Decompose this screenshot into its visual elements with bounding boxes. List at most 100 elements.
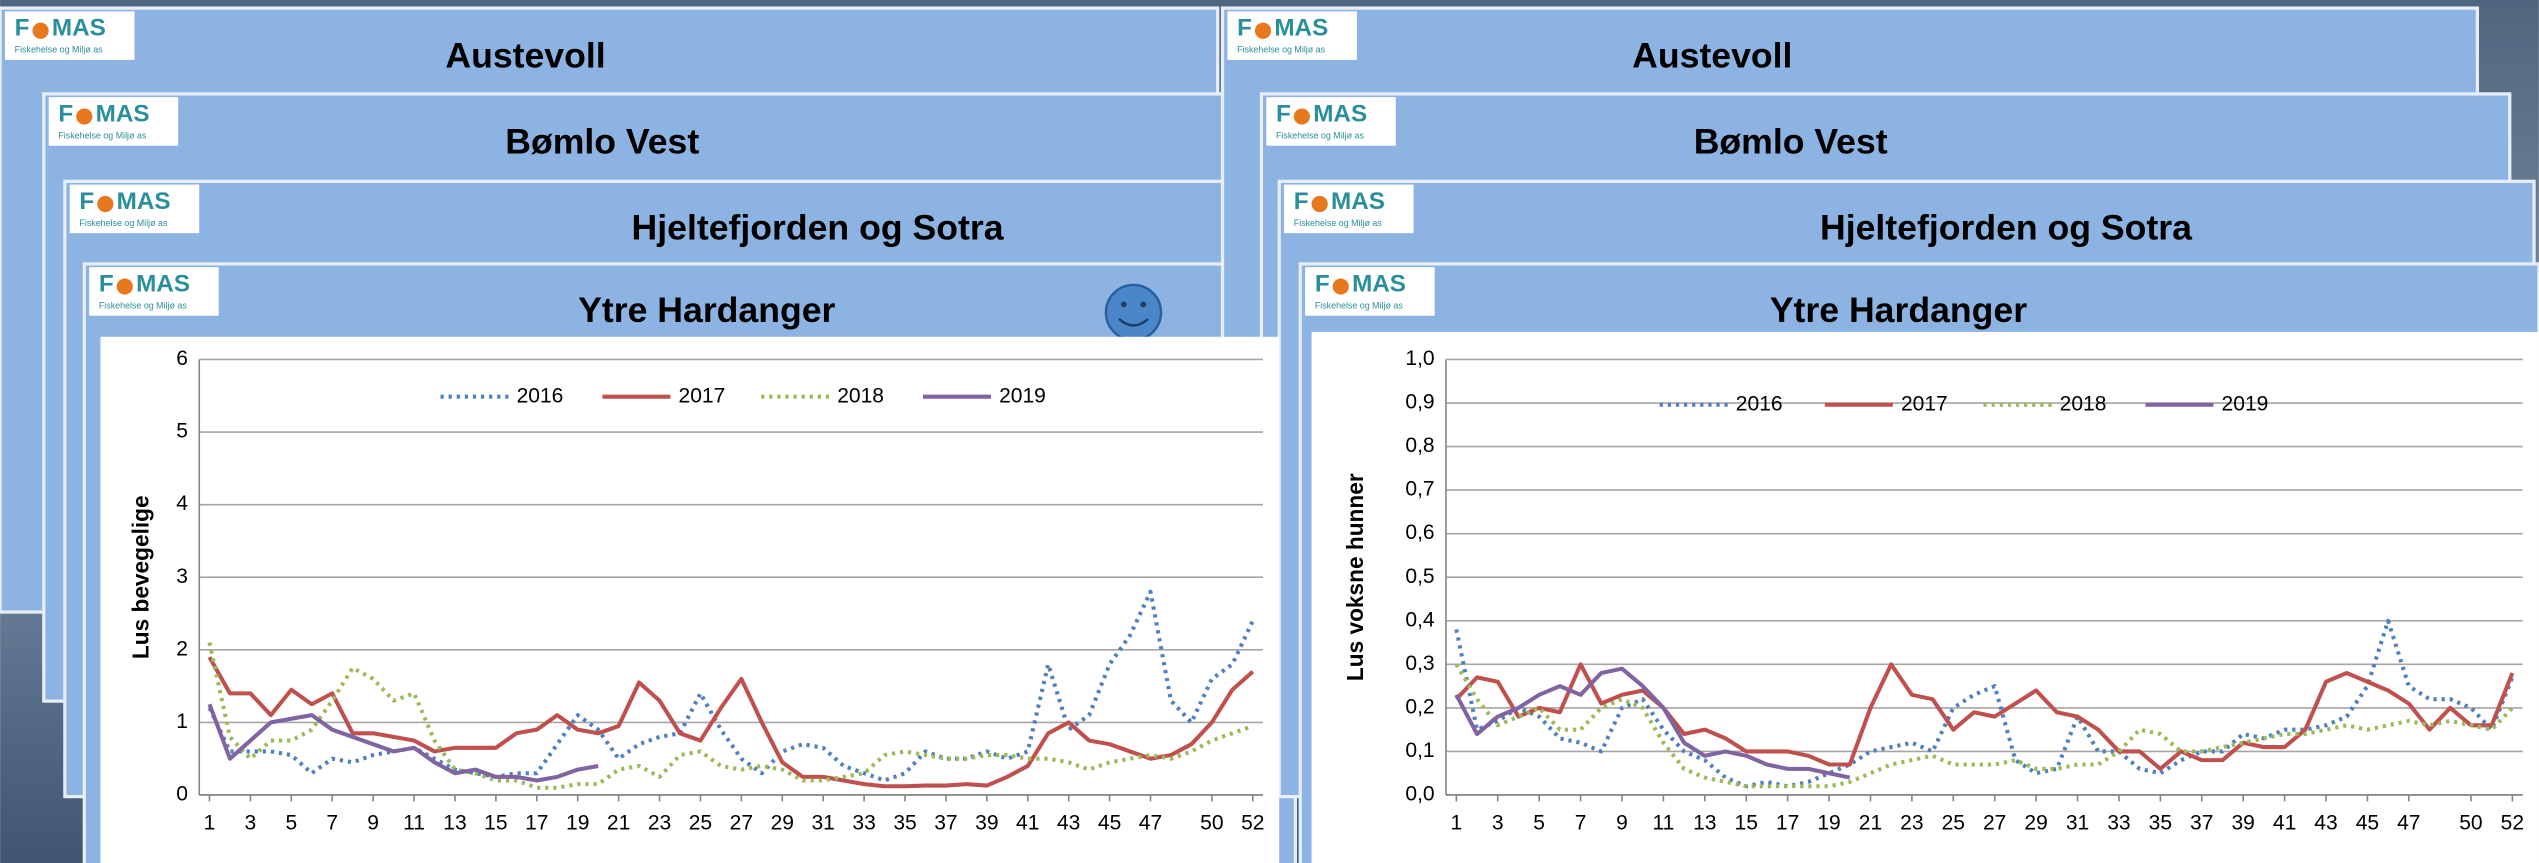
logo-text: MAS — [52, 15, 106, 42]
chart-area — [1311, 331, 2539, 863]
y-axis-label: Lus bevegelige — [128, 495, 154, 659]
logo-text: F — [1294, 188, 1309, 215]
y-tick-label: 0,6 — [1405, 521, 1434, 544]
x-tick-label: 13 — [443, 812, 466, 835]
x-tick-label: 29 — [771, 812, 794, 835]
x-tick-label: 52 — [1241, 812, 1264, 835]
x-tick-label: 21 — [1859, 812, 1882, 835]
y-tick-label: 0,1 — [1405, 739, 1434, 762]
x-tick-label: 35 — [2149, 812, 2172, 835]
card-title: Hjeltefjorden og Sotra — [632, 207, 1005, 247]
card-title: Ytre Hardanger — [1770, 290, 2027, 330]
logo-text: F — [58, 100, 73, 127]
logo-tagline: Fiskehelse og Miljø as — [1276, 130, 1365, 140]
series-line — [207, 656, 1255, 789]
logo-box — [48, 97, 179, 146]
x-tick-label: 3 — [1492, 812, 1504, 835]
x-tick-label: 50 — [1200, 812, 1223, 835]
x-tick-label: 7 — [1575, 812, 1587, 835]
series-line — [207, 642, 1254, 790]
legend-label: 2018 — [2060, 392, 2107, 415]
legend-label: 2017 — [679, 384, 726, 407]
y-tick-label: 3 — [176, 565, 188, 588]
x-tick-label: 3 — [245, 812, 257, 835]
x-tick-label: 5 — [285, 812, 297, 835]
logo-tagline: Fiskehelse og Miljø as — [15, 45, 104, 55]
x-tick-label: 33 — [852, 812, 875, 835]
logo-text: F — [1276, 100, 1291, 127]
x-tick-label: 23 — [648, 812, 671, 835]
series-line — [1454, 662, 2515, 771]
x-tick-label: 25 — [1942, 812, 1965, 835]
card-title: Ytre Hardanger — [578, 290, 835, 330]
x-tick-label: 11 — [403, 812, 425, 835]
y-tick-label: 4 — [176, 492, 188, 515]
x-tick-label: 41 — [2273, 812, 2296, 835]
logo-tagline: Fiskehelse og Miljø as — [99, 300, 188, 310]
x-tick-label: 37 — [2190, 812, 2213, 835]
x-tick-label: 31 — [2066, 812, 2089, 835]
x-tick-label: 31 — [811, 812, 834, 835]
y-tick-label: 1,0 — [1405, 347, 1434, 370]
x-tick-label: 33 — [2107, 812, 2130, 835]
series-line — [207, 703, 599, 783]
x-tick-label: 37 — [934, 812, 957, 835]
x-tick-label: 15 — [484, 812, 507, 835]
card-title: Hjeltefjorden og Sotra — [1820, 207, 2193, 247]
y-axis-label: Lus voksne hunner — [1342, 473, 1368, 681]
logo-dot — [97, 195, 114, 213]
x-tick-label: 45 — [1098, 812, 1121, 835]
logo-text: F — [1237, 15, 1252, 42]
legend-label: 2019 — [999, 384, 1046, 407]
x-tick-label: 43 — [1057, 812, 1080, 835]
x-tick-label: 5 — [1533, 812, 1545, 835]
smiley — [1104, 283, 1163, 342]
card-title: Bømlo Vest — [505, 122, 699, 162]
logo-tagline: Fiskehelse og Miljø as — [1294, 218, 1383, 228]
x-tick-label: 19 — [566, 812, 589, 835]
x-tick-label: 29 — [2024, 812, 2047, 835]
logo-box — [1284, 184, 1414, 234]
card-title: Austevoll — [445, 36, 605, 76]
chart-area — [100, 336, 1280, 863]
logo-text: MAS — [1352, 270, 1406, 297]
logo-tagline: Fiskehelse og Miljø as — [79, 218, 168, 228]
y-tick-label: 1 — [176, 710, 188, 733]
logo-box — [1305, 267, 1435, 316]
y-tick-label: 6 — [176, 347, 188, 370]
y-tick-label: 0,7 — [1405, 478, 1434, 501]
logo-text: F — [15, 15, 30, 42]
y-tick-label: 0,8 — [1405, 434, 1434, 457]
x-tick-label: 39 — [975, 812, 998, 835]
logo-box — [89, 267, 219, 316]
x-tick-label: 19 — [1817, 812, 1840, 835]
logo-box — [69, 184, 200, 234]
logo-text: F — [99, 270, 114, 297]
x-tick-label: 11 — [1652, 812, 1674, 835]
x-tick-label: 17 — [1776, 812, 1799, 835]
y-tick-label: 0,5 — [1405, 565, 1434, 588]
logo-text: F — [1315, 270, 1330, 297]
logo-text: MAS — [1313, 100, 1367, 127]
x-tick-label: 9 — [367, 812, 379, 835]
legend-label: 2016 — [517, 384, 564, 407]
smiley-eye — [1140, 301, 1147, 308]
x-tick-label: 47 — [1139, 812, 1162, 835]
x-tick-label: 39 — [2231, 812, 2254, 835]
x-tick-label: 1 — [1450, 812, 1462, 835]
x-tick-label: 13 — [1693, 812, 1716, 835]
logo-dot — [1254, 22, 1272, 39]
logo-dot — [116, 278, 133, 295]
logo-text: MAS — [96, 100, 150, 127]
logo-dot — [1293, 108, 1310, 125]
legend-label: 2019 — [2222, 392, 2269, 415]
series-line — [1454, 663, 2514, 789]
x-tick-label: 47 — [2397, 812, 2420, 835]
logo-tagline: Fiskehelse og Miljø as — [1315, 300, 1404, 310]
logo-tagline: Fiskehelse og Miljø as — [1237, 45, 1326, 55]
x-tick-label: 43 — [2314, 812, 2337, 835]
logo-text: MAS — [1274, 15, 1328, 42]
logo-text: MAS — [136, 270, 190, 297]
x-tick-label: 35 — [893, 812, 916, 835]
x-tick-label: 41 — [1016, 812, 1039, 835]
